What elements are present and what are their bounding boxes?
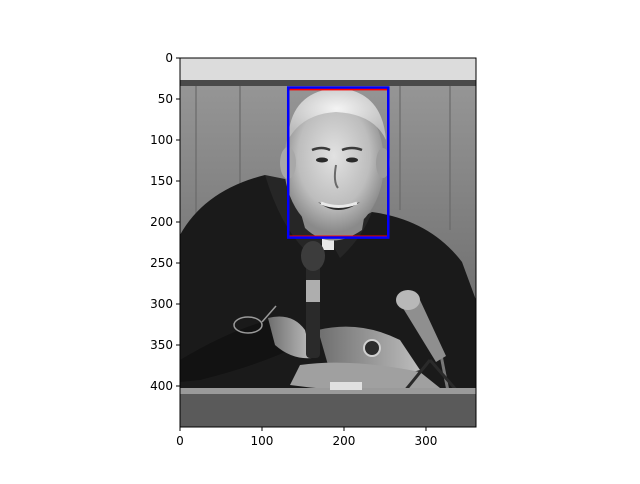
y-tick-label: 250 [150, 256, 173, 270]
y-tick-label: 200 [150, 215, 173, 229]
y-tick-label: 0 [165, 51, 173, 65]
blue-bounding-box [286, 86, 390, 239]
annotation-layer [286, 86, 390, 239]
grayscale-photo [180, 58, 476, 427]
y-tick-label: 350 [150, 338, 173, 352]
x-axis: 0 100 200 300 [176, 427, 437, 448]
y-tick-label: 100 [150, 133, 173, 147]
axes-frame [179, 57, 477, 428]
y-tick-label: 150 [150, 174, 173, 188]
x-tick-label: 300 [415, 434, 438, 448]
y-tick-label: 400 [150, 379, 173, 393]
y-axis: 0 50 100 150 200 250 300 350 400 [150, 51, 180, 393]
x-tick-label: 200 [333, 434, 356, 448]
x-tick-label: 0 [176, 434, 184, 448]
y-tick-label: 50 [158, 92, 173, 106]
x-tick-label: 100 [251, 434, 274, 448]
y-tick-label: 300 [150, 297, 173, 311]
